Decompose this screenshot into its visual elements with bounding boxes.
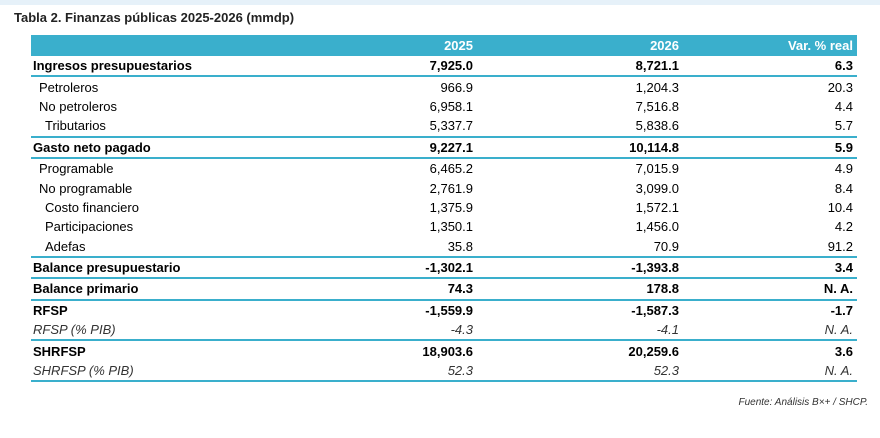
header-2025: 2025 [263, 35, 477, 56]
header-row: 2025 2026 Var. % real [31, 35, 857, 56]
table-row: Costo financiero 1,375.9 1,572.1 10.4 [31, 198, 857, 217]
header-label [31, 35, 263, 56]
value-var: N. A. [683, 278, 857, 301]
table-row: Petroleros 966.9 1,204.3 20.3 [31, 76, 857, 96]
header-var: Var. % real [683, 35, 857, 56]
value-var: 8.4 [834, 180, 853, 196]
value-2026: 1,572.1 [635, 199, 679, 215]
top-strip [0, 0, 880, 5]
row-label: SHRFSP [33, 343, 86, 359]
value-var: 5.7 [834, 118, 853, 134]
table-row: No programable 2,761.9 3,099.0 8.4 [31, 178, 857, 197]
table-row: Tributarios 5,337.7 5,838.6 5.7 [31, 116, 857, 136]
row-label: Adefas [45, 238, 86, 254]
table-row: Gasto neto pagado 9,227.1 10,114.8 5.9 [31, 135, 857, 159]
row-label: Ingresos presupuestarios [31, 56, 263, 78]
row-label: SHRFSP (% PIB) [31, 360, 263, 383]
value-2026: 1,204.3 [635, 79, 679, 95]
value-2025: 52.3 [263, 360, 477, 383]
value-2026: -4.1 [477, 320, 683, 342]
row-label: Gasto neto pagado [31, 135, 263, 159]
table-row: RFSP (% PIB) -4.3 -4.1 N. A. [31, 320, 857, 342]
value-2025: -4.3 [263, 320, 477, 342]
value-2026: 52.3 [477, 360, 683, 383]
value-var: -1.7 [830, 302, 853, 318]
value-2026: 7,516.8 [635, 98, 679, 114]
row-label: Tributarios [45, 118, 106, 134]
value-2025: 2,761.9 [429, 180, 473, 196]
table-row: Balance presupuestario -1,302.1 -1,393.8… [31, 255, 857, 280]
value-var: 5.9 [683, 135, 857, 159]
value-2025: 966.9 [440, 79, 473, 95]
value-2025: 5,337.7 [429, 118, 473, 134]
table-row: Adefas 35.8 70.9 91.2 [31, 237, 857, 257]
row-label: Programable [39, 161, 114, 177]
value-var: 3.6 [834, 343, 853, 359]
finance-table: 2025 2026 Var. % real Ingresos presupues… [31, 35, 857, 383]
value-var: 6.3 [683, 56, 857, 78]
value-2025: 6,465.2 [429, 161, 473, 177]
row-label: Costo financiero [45, 199, 139, 215]
value-2026: 10,114.8 [477, 135, 683, 159]
row-label: No programable [39, 180, 133, 196]
value-var: N. A. [683, 320, 857, 342]
value-var: 4.9 [834, 161, 853, 177]
row-label: No petroleros [39, 98, 118, 114]
table-row: Programable 6,465.2 7,015.9 4.9 [31, 158, 857, 178]
value-2026: 7,015.9 [635, 161, 679, 177]
value-var: 4.4 [834, 98, 853, 114]
table-row: Ingresos presupuestarios 7,925.0 8,721.1… [31, 56, 857, 78]
value-2025: 74.3 [263, 278, 477, 301]
value-2026: 178.8 [477, 278, 683, 301]
value-2026: 1,456.0 [635, 219, 679, 235]
value-2025: 9,227.1 [263, 135, 477, 159]
value-var: 4.2 [834, 219, 853, 235]
value-2026: 70.9 [653, 238, 679, 254]
table-row: No petroleros 6,958.1 7,516.8 4.4 [31, 97, 857, 116]
value-2025: 1,350.1 [429, 219, 473, 235]
value-2026: 3,099.0 [635, 180, 679, 196]
value-2025: -1,559.9 [425, 302, 473, 318]
value-2026: 5,838.6 [635, 118, 679, 134]
table-row: Participaciones 1,350.1 1,456.0 4.2 [31, 217, 857, 236]
row-label: Balance presupuestario [31, 255, 263, 280]
value-2025: 35.8 [447, 238, 473, 254]
table-title: Tabla 2. Finanzas públicas 2025-2026 (mm… [14, 10, 295, 25]
value-2025: -1,302.1 [263, 255, 477, 280]
table-row: SHRFSP 18,903.6 20,259.6 3.6 [31, 340, 857, 360]
value-2025: 18,903.6 [422, 343, 473, 359]
value-var: N. A. [683, 360, 857, 383]
row-label: RFSP [33, 302, 68, 318]
value-2026: 8,721.1 [477, 56, 683, 78]
source-note: Fuente: Análisis B×+ / SHCP. [738, 397, 868, 408]
value-var: 91.2 [827, 238, 853, 254]
value-2025: 1,375.9 [429, 199, 473, 215]
value-var: 10.4 [827, 199, 853, 215]
table-row: RFSP -1,559.9 -1,587.3 -1.7 [31, 300, 857, 320]
table-row: SHRFSP (% PIB) 52.3 52.3 N. A. [31, 360, 857, 383]
row-label: RFSP (% PIB) [31, 320, 263, 342]
value-2026: 20,259.6 [628, 343, 679, 359]
header-2026: 2026 [477, 35, 683, 56]
value-var: 3.4 [683, 255, 857, 280]
row-label: Petroleros [39, 79, 99, 95]
row-label: Participaciones [45, 219, 134, 235]
value-2025: 6,958.1 [429, 98, 473, 114]
value-2026: -1,587.3 [631, 302, 679, 318]
value-var: 20.3 [827, 79, 853, 95]
row-label: Balance primario [31, 278, 263, 301]
table-row: Balance primario 74.3 178.8 N. A. [31, 278, 857, 301]
value-2026: -1,393.8 [477, 255, 683, 280]
value-2025: 7,925.0 [263, 56, 477, 78]
